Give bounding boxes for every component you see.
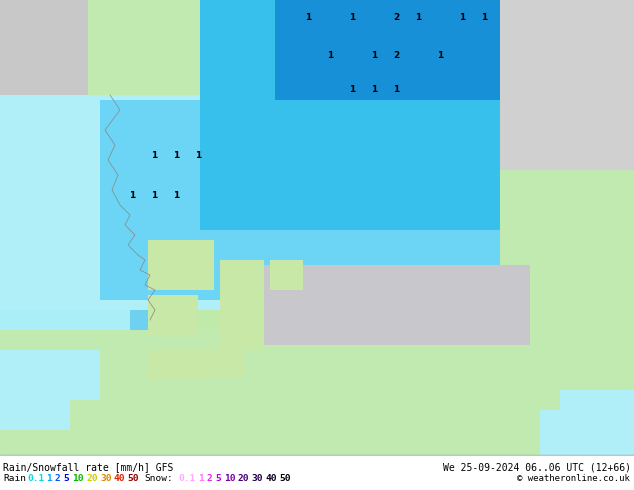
Bar [0,340,634,455]
Text: 0.1: 0.1 [179,473,196,483]
Text: 1: 1 [437,50,443,59]
Text: 1: 1 [327,50,333,59]
Bar [240,240,280,300]
Bar [0,380,70,430]
Bar [500,0,634,200]
Bar [540,410,634,455]
Bar [140,260,220,310]
Bar [0,240,200,340]
Text: 20: 20 [238,473,249,483]
Text: 1: 1 [151,150,157,160]
Bar [240,310,280,350]
Bar [0,330,634,455]
Text: 10: 10 [224,473,235,483]
Text: 1: 1 [393,85,399,95]
Text: 30: 30 [100,473,112,483]
Text: 1: 1 [305,14,311,23]
Bar [280,280,310,310]
Text: 40: 40 [266,473,277,483]
Text: 5: 5 [63,473,69,483]
Text: 10: 10 [72,473,84,483]
Text: 1: 1 [173,191,179,199]
Text: 30: 30 [252,473,263,483]
Text: 1: 1 [195,150,201,160]
Bar [0,0,45,200]
Bar [0,0,110,90]
Bar [500,0,634,170]
Text: 1: 1 [129,191,135,199]
Text: 1: 1 [481,14,487,23]
Bar [330,280,530,380]
Bar [260,265,530,345]
Text: 1: 1 [173,150,179,160]
Bar [0,360,634,455]
Text: We 25-09-2024 06..06 UTC (12+66): We 25-09-2024 06..06 UTC (12+66) [443,462,631,472]
Bar [170,310,230,350]
Text: 50: 50 [280,473,291,483]
Text: 1: 1 [46,473,52,483]
Bar [200,350,244,378]
Bar [0,390,90,430]
Bar [220,260,264,310]
Text: 0.1: 0.1 [27,473,44,483]
Bar [100,100,500,300]
Bar [0,95,500,310]
Text: 50: 50 [128,473,139,483]
Bar [0,0,88,45]
Text: 40: 40 [114,473,126,483]
Text: © weatheronline.co.uk: © weatheronline.co.uk [517,473,630,483]
Bar [0,280,240,360]
Bar [88,0,278,100]
Bar [200,0,480,180]
Bar [0,355,100,405]
Bar [500,170,634,455]
Bar [560,395,634,455]
Bar [88,0,188,30]
Text: Rain: Rain [3,473,26,483]
Bar [0,130,150,310]
Bar [148,350,203,380]
Text: 1: 1 [371,50,377,59]
Bar [560,390,634,455]
Bar [280,0,480,90]
Text: 2: 2 [393,50,399,59]
Text: 2: 2 [393,14,399,23]
Text: 1: 1 [349,85,355,95]
Bar [200,0,500,130]
Text: 5: 5 [215,473,221,483]
Text: 2: 2 [207,473,212,483]
Text: 1: 1 [415,14,421,23]
Bar [130,80,480,350]
Text: 1: 1 [371,85,377,95]
Bar [220,310,264,350]
Bar [0,300,280,360]
Text: Rain/Snowfall rate [mm/h] GFS: Rain/Snowfall rate [mm/h] GFS [3,462,173,472]
Bar [200,30,500,230]
Bar [220,0,460,130]
Bar [148,240,214,290]
Text: 20: 20 [86,473,98,483]
Text: 1: 1 [459,14,465,23]
Bar [0,0,88,100]
Text: 2: 2 [55,473,61,483]
Text: Snow:: Snow: [145,473,174,483]
Bar [280,250,540,370]
Bar [100,60,500,360]
Text: 1: 1 [151,191,157,199]
Bar [275,0,500,100]
Bar [148,295,198,335]
Bar [0,350,100,400]
Text: 1: 1 [198,473,204,483]
Bar [270,260,303,290]
Bar [200,295,540,375]
Text: 1: 1 [349,14,355,23]
